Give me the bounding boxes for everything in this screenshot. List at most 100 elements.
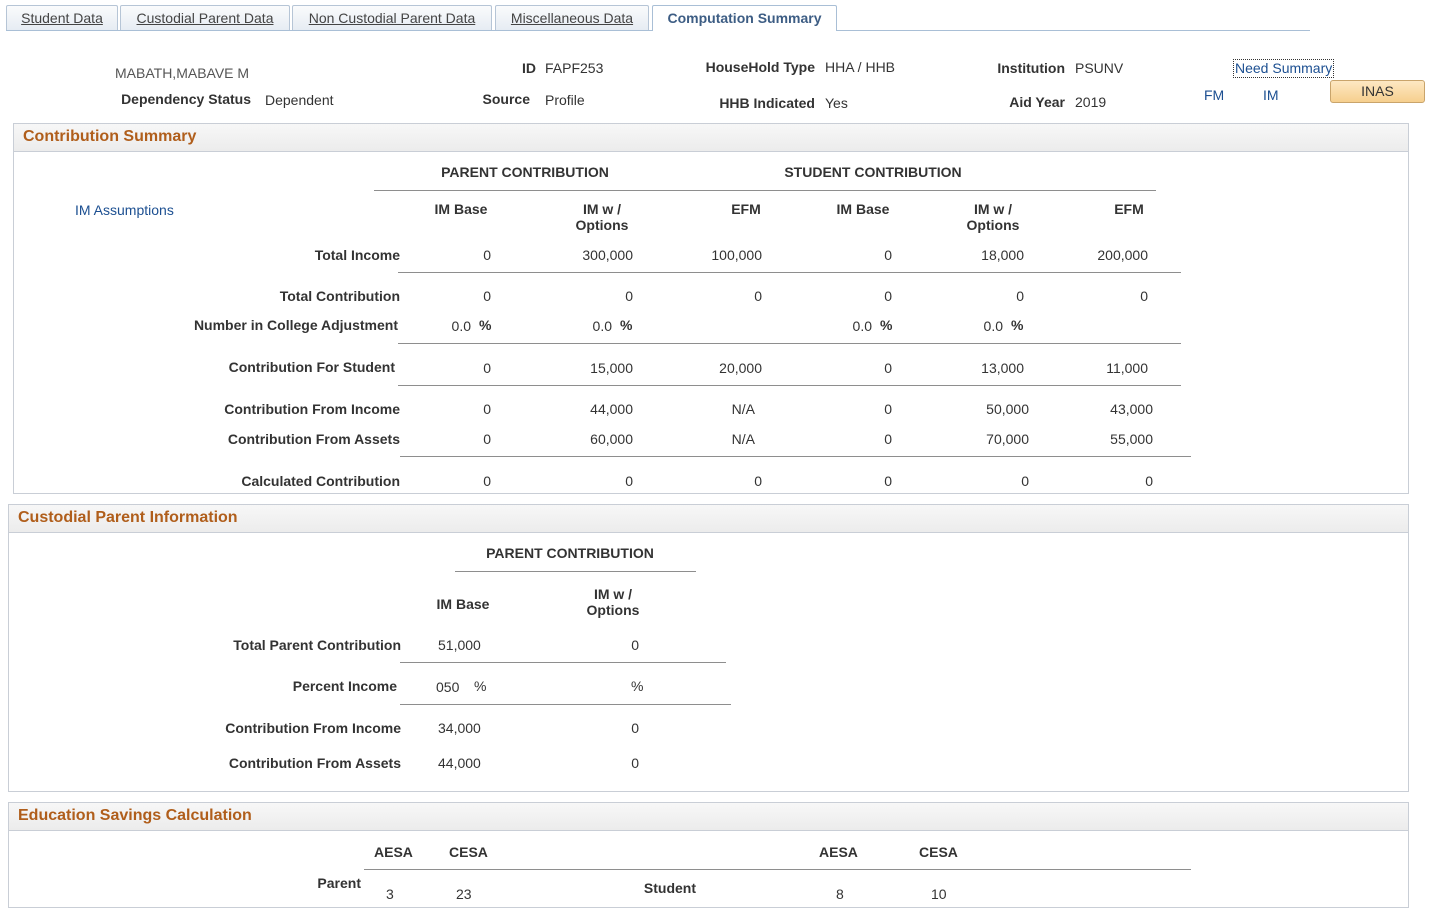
col-header-student-efm: EFM bbox=[1114, 201, 1144, 217]
cell: 0 bbox=[884, 473, 892, 489]
col-header-student-cesa: CESA bbox=[919, 844, 958, 860]
row-label-student: Student bbox=[643, 880, 696, 896]
col-header-student-aesa: AESA bbox=[819, 844, 858, 860]
cell: 0 bbox=[754, 288, 762, 304]
cell: 70,000 bbox=[986, 431, 1029, 447]
student-name: MABATH,MABAVE M bbox=[115, 65, 250, 81]
row-divider bbox=[400, 662, 726, 663]
parent-contribution-heading: PARENT CONTRIBUTION bbox=[486, 545, 654, 561]
cell: 0 bbox=[884, 431, 892, 447]
aid-year-value: 2019 bbox=[1075, 94, 1107, 110]
student-contribution-heading: STUDENT CONTRIBUTION bbox=[784, 164, 962, 180]
cell: 0 bbox=[483, 431, 491, 447]
row-divider bbox=[400, 704, 731, 705]
fm-link[interactable]: FM bbox=[1204, 87, 1225, 103]
row-label-total-parent-contribution: Total Parent Contribution bbox=[233, 637, 401, 653]
percent-unit: % bbox=[631, 678, 644, 694]
row-label-contribution-from-assets: Contribution From Assets bbox=[227, 431, 400, 447]
tab-non-custodial-parent-data[interactable]: Non Custodial Parent Data bbox=[292, 5, 492, 30]
cell: 0 bbox=[631, 720, 639, 736]
cell: 300,000 bbox=[582, 247, 633, 263]
col-header-im-base: IM Base bbox=[436, 596, 490, 612]
group-divider bbox=[374, 190, 1156, 191]
cell: 15,000 bbox=[590, 360, 633, 376]
im-link[interactable]: IM bbox=[1263, 87, 1279, 103]
im-assumptions-link[interactable]: IM Assumptions bbox=[75, 202, 174, 218]
cell: 050 bbox=[436, 679, 460, 695]
tab-miscellaneous-data[interactable]: Miscellaneous Data bbox=[495, 5, 649, 30]
cell: 44,000 bbox=[438, 755, 481, 771]
cell: 0 bbox=[483, 401, 491, 417]
aid-year-label: Aid Year bbox=[1009, 94, 1065, 110]
cell: N/A bbox=[731, 431, 755, 447]
section-title: Education Savings Calculation bbox=[18, 807, 252, 824]
col-header-im-options: IM w / Options bbox=[586, 586, 640, 618]
row-label-calculated-contribution: Calculated Contribution bbox=[241, 473, 400, 489]
cell: 0.0 bbox=[592, 318, 612, 334]
row-label-number-in-college-adjustment: Number in College Adjustment bbox=[193, 317, 398, 333]
section-title: Contribution Summary bbox=[23, 128, 197, 145]
section-header: Custodial Parent Information bbox=[9, 505, 1408, 533]
section-header: Contribution Summary bbox=[14, 124, 1408, 152]
col-header-parent-cesa: CESA bbox=[449, 844, 488, 860]
student-aesa-value: 8 bbox=[836, 886, 844, 902]
cell: 0 bbox=[1140, 288, 1148, 304]
cell: 43,000 bbox=[1110, 401, 1153, 417]
need-summary-link[interactable]: Need Summary bbox=[1233, 59, 1335, 78]
institution-value: PSUNV bbox=[1075, 60, 1124, 76]
source-label: Source bbox=[482, 91, 530, 107]
percent-unit: % bbox=[1011, 317, 1024, 333]
percent-unit: % bbox=[474, 678, 487, 694]
cell: 0 bbox=[884, 288, 892, 304]
household-type-value: HHA / HHB bbox=[825, 59, 896, 75]
cell: 0.0 bbox=[451, 318, 471, 334]
tab-custodial-parent-data[interactable]: Custodial Parent Data bbox=[120, 5, 290, 30]
cell: 0 bbox=[483, 247, 491, 263]
col-header-parent-im-options: IM w / Options bbox=[575, 201, 629, 233]
cell: 0.0 bbox=[852, 318, 872, 334]
dependency-status-label: Dependency Status bbox=[121, 91, 251, 107]
col-header-student-im-options: IM w / Options bbox=[966, 201, 1020, 233]
parent-cesa-value: 23 bbox=[456, 886, 472, 902]
tab-computation-summary[interactable]: Computation Summary bbox=[652, 5, 837, 31]
group-divider bbox=[455, 571, 696, 572]
col-header-parent-efm: EFM bbox=[731, 201, 761, 217]
tab-student-data[interactable]: Student Data bbox=[6, 5, 118, 30]
cell: 50,000 bbox=[986, 401, 1029, 417]
dependency-status-value: Dependent bbox=[265, 92, 334, 108]
cell: 51,000 bbox=[438, 637, 481, 653]
section-title: Custodial Parent Information bbox=[18, 509, 238, 526]
cell: 60,000 bbox=[590, 431, 633, 447]
inas-button[interactable]: INAS bbox=[1330, 80, 1425, 103]
row-label-contribution-from-income: Contribution From Income bbox=[224, 401, 400, 417]
col-header-student-im-base: IM Base bbox=[836, 201, 890, 217]
percent-unit: % bbox=[620, 317, 633, 333]
cell: 100,000 bbox=[711, 247, 762, 263]
parent-contribution-heading: PARENT CONTRIBUTION bbox=[441, 164, 609, 180]
col-header-parent-aesa: AESA bbox=[374, 844, 413, 860]
cell: 0.0 bbox=[983, 318, 1003, 334]
row-label-contribution-from-assets: Contribution From Assets bbox=[228, 755, 401, 771]
group-divider bbox=[364, 869, 1191, 870]
cell: 0 bbox=[1145, 473, 1153, 489]
parent-aesa-value: 3 bbox=[386, 886, 394, 902]
cell: 0 bbox=[884, 247, 892, 263]
id-value: FAPF253 bbox=[545, 60, 604, 76]
row-label-parent: Parent bbox=[317, 875, 361, 891]
row-label-total-contribution: Total Contribution bbox=[279, 288, 400, 304]
row-label-total-income: Total Income bbox=[314, 247, 400, 263]
hhb-indicated-value: Yes bbox=[825, 95, 848, 111]
cell: 0 bbox=[631, 637, 639, 653]
student-cesa-value: 10 bbox=[931, 886, 947, 902]
institution-label: Institution bbox=[997, 60, 1065, 76]
id-label: ID bbox=[522, 60, 536, 76]
contribution-summary-section: Contribution Summary bbox=[13, 123, 1409, 494]
cell: 44,000 bbox=[590, 401, 633, 417]
cell: 0 bbox=[1016, 288, 1024, 304]
cell: 34,000 bbox=[438, 720, 481, 736]
row-divider bbox=[398, 343, 1181, 344]
row-divider bbox=[398, 385, 1181, 386]
cell: 0 bbox=[483, 288, 491, 304]
cell: 18,000 bbox=[981, 247, 1024, 263]
percent-unit: % bbox=[479, 317, 492, 333]
